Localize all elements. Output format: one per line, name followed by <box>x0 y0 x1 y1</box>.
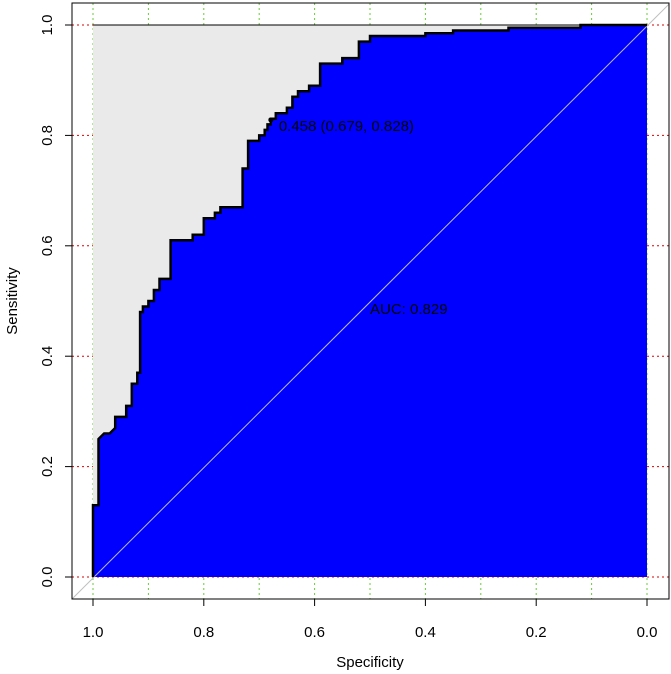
x-tick-label: 0.6 <box>304 624 325 641</box>
plot-frame <box>71 2 670 600</box>
auc-label: AUC: 0.829 <box>370 301 448 318</box>
diagonal-reference-line <box>71 3 670 600</box>
threshold-point <box>268 117 274 123</box>
x-tick-label: 0.4 <box>415 624 436 641</box>
upper-region <box>93 25 647 577</box>
x-axis: 1.0 0.8 0.6 0.4 0.2 0.0 <box>83 599 658 641</box>
roc-curve <box>91 23 647 577</box>
threshold-label: 0.458 (0.679, 0.828) <box>279 118 414 135</box>
y-tick-label: 0.6 <box>39 235 56 256</box>
auc-area <box>93 25 647 577</box>
x-tick-label: 0.2 <box>526 624 547 641</box>
y-tick-label: 1.0 <box>39 15 56 36</box>
x-tick-label: 0.0 <box>637 624 658 641</box>
y-tick-label: 0.0 <box>39 567 56 588</box>
y-tick-label: 0.8 <box>39 125 56 146</box>
x-axis-title: Specificity <box>336 654 404 671</box>
y-tick-label: 0.4 <box>39 346 56 367</box>
y-axis-title: Sensitivity <box>4 267 21 335</box>
x-tick-label: 0.8 <box>193 624 214 641</box>
y-axis: 0.0 0.2 0.4 0.6 0.8 1.0 <box>39 15 72 588</box>
y-tick-label: 0.2 <box>39 456 56 477</box>
x-tick-label: 1.0 <box>83 624 104 641</box>
